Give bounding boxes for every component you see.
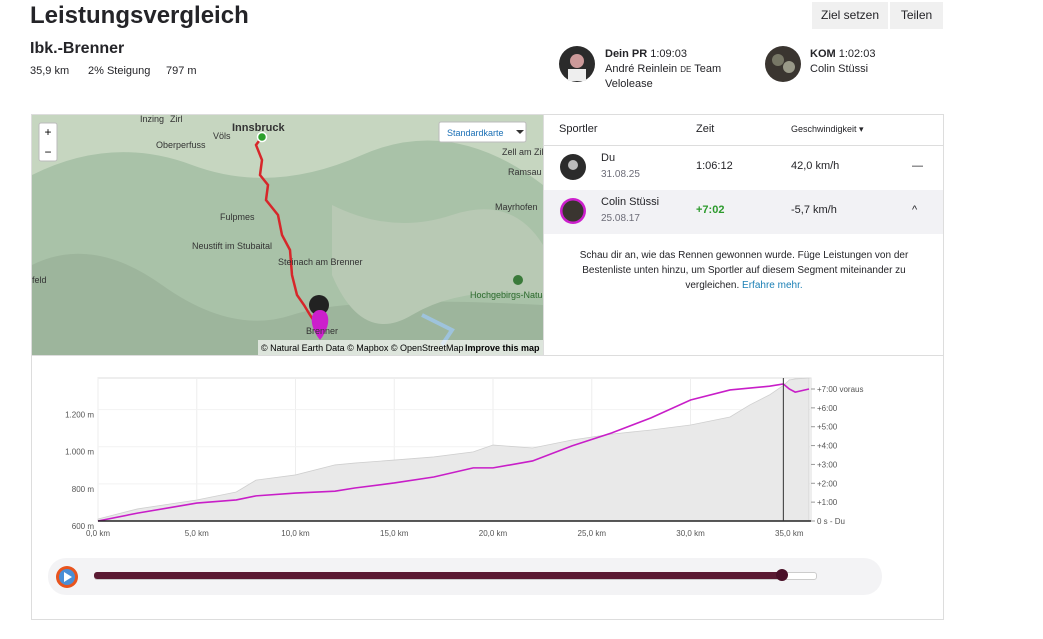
x-tick-label: 30,0 km — [676, 529, 705, 538]
row-speed: -5,7 km/h — [791, 204, 837, 216]
map-label: feld — [32, 275, 47, 285]
team: Team Velolease — [605, 63, 722, 90]
y2-tick-label: +1:00 — [817, 498, 838, 507]
map-label: Zell am Ziller — [502, 147, 543, 157]
map-label: Inzing — [140, 115, 164, 124]
column-header[interactable]: Geschwindigkeit ▾ — [791, 124, 864, 134]
map-label: Ramsau im Zillertal — [508, 167, 543, 177]
table-header — [544, 115, 943, 146]
play-button[interactable] — [55, 565, 79, 589]
column-header: Sportler — [559, 123, 598, 135]
kom-info: KOM 1:02:03 Colin Stüssi — [810, 47, 875, 77]
chart: 0,0 km 5,0 km 10,0 km 15,0 km 20,0 km 25,0 km… — [65, 377, 863, 538]
avatar — [560, 154, 586, 180]
map-label: Neustift im Stubaital — [192, 241, 272, 251]
zoom-in[interactable]: + — [44, 125, 51, 139]
map-label: Zirl — [170, 115, 183, 124]
segment-stat: 797 m — [166, 65, 197, 77]
info-message: Schau dir an, wie das Rennen gewonnen wu… — [569, 248, 919, 293]
row-date: 25.08.17 — [601, 213, 640, 224]
slider-knob[interactable] — [776, 569, 788, 581]
button[interactable]: Teilen — [890, 2, 943, 29]
row-time: 1:06:12 — [696, 160, 733, 172]
y2-tick-label: +5:00 — [817, 423, 838, 432]
column-header: Zeit — [696, 123, 715, 135]
pr-label: Dein PR — [605, 48, 648, 60]
map-label: Mayrhofen — [495, 202, 538, 212]
y-tick-label: 600 m — [72, 522, 95, 531]
x-tick-label: 25,0 km — [578, 529, 607, 538]
message-text: Schau dir an, wie das Rennen gewonnen wu… — [579, 250, 909, 291]
kom-time: 1:02:03 — [838, 48, 876, 60]
segment-name: Ibk.-Brenner — [30, 40, 125, 57]
y-tick-label: 1.000 m — [65, 448, 94, 457]
row-highlight — [544, 190, 943, 234]
y2-tick-label: +4:00 — [817, 442, 838, 451]
zoom-out[interactable]: − — [44, 145, 51, 159]
elevation-area — [97, 377, 810, 522]
row-date: 31.08.25 — [601, 169, 640, 180]
map-label: Völs — [213, 131, 231, 141]
map-label: Brenner — [306, 326, 338, 336]
row-speed: 42,0 km/h — [791, 160, 840, 172]
kom-label: KOM — [810, 48, 836, 60]
y2-tick-label: 0 s - Du — [817, 517, 845, 526]
x-tick-label: 20,0 km — [479, 529, 508, 538]
avatar — [559, 46, 595, 82]
x-tick-label: 5,0 km — [185, 529, 209, 538]
row-name: Du — [601, 152, 616, 164]
page-title: Leistungsvergleich — [30, 2, 249, 29]
row-name: Colin Stüssi — [601, 196, 660, 208]
pr-info: Dein PR 1:09:03 André Reinlein DE Team V… — [605, 47, 725, 92]
map[interactable]: + − Standardkarte Innsbruck Inzing Zirl … — [32, 115, 543, 355]
button[interactable]: Ziel setzen — [812, 2, 888, 29]
divider — [32, 355, 943, 356]
x-tick-label: 15,0 km — [380, 529, 409, 538]
row-toggle[interactable]: ^ — [912, 204, 918, 216]
y2-tick-label: +6:00 — [817, 404, 838, 413]
attribution: © Natural Earth Data © Mapbox © OpenStre… — [261, 343, 464, 353]
map-label: Hochgebirgs-Naturpark Zillertaler Alpen — [470, 290, 543, 300]
y2-tick-label: +2:00 — [817, 479, 838, 488]
y-tick-label: 800 m — [72, 485, 95, 494]
x-tick-label: 0,0 km — [86, 529, 110, 538]
map-style-button[interactable]: Standardkarte — [447, 128, 504, 138]
avatar — [560, 198, 586, 224]
avatar — [765, 46, 801, 82]
learn-more-link[interactable]: Erfahre mehr. — [742, 280, 803, 291]
gap-line — [97, 383, 810, 522]
athlete: Colin Stüssi — [810, 63, 869, 75]
y2-tick-label: +3:00 — [817, 460, 838, 469]
map-label: Oberperfuss — [156, 140, 206, 150]
map-label: Innsbruck — [232, 122, 285, 134]
row-toggle[interactable]: — — [912, 160, 923, 172]
column-header-text: Geschwindigkeit — [791, 124, 857, 134]
segment-stat: 35,9 km — [30, 65, 70, 77]
x-tick-label: 35,0 km — [775, 529, 804, 538]
comparison-table: Sportler Zeit Geschwindigkeit ▾ Du 31.08… — [543, 115, 943, 355]
panel — [31, 114, 944, 620]
improve-link[interactable]: Improve this map — [465, 343, 540, 353]
map-labels: Innsbruck Inzing Zirl Völs Oberperfuss F… — [32, 115, 543, 336]
map-label: Steinach am Brenner — [278, 257, 363, 267]
athlete: André Reinlein — [605, 63, 678, 75]
pr-time: 1:09:03 — [650, 48, 687, 60]
x-tick-label: 10,0 km — [281, 529, 310, 538]
row-time: +7:02 — [696, 204, 725, 216]
y2-tick-label: +7:00 voraus — [817, 385, 863, 394]
y-tick-label: 1.200 m — [65, 411, 94, 420]
slider-progress — [94, 572, 782, 579]
badge: DE — [680, 65, 692, 74]
map-label: Fulpmes — [220, 212, 255, 222]
segment-stat: 2% Steigung — [88, 65, 151, 77]
